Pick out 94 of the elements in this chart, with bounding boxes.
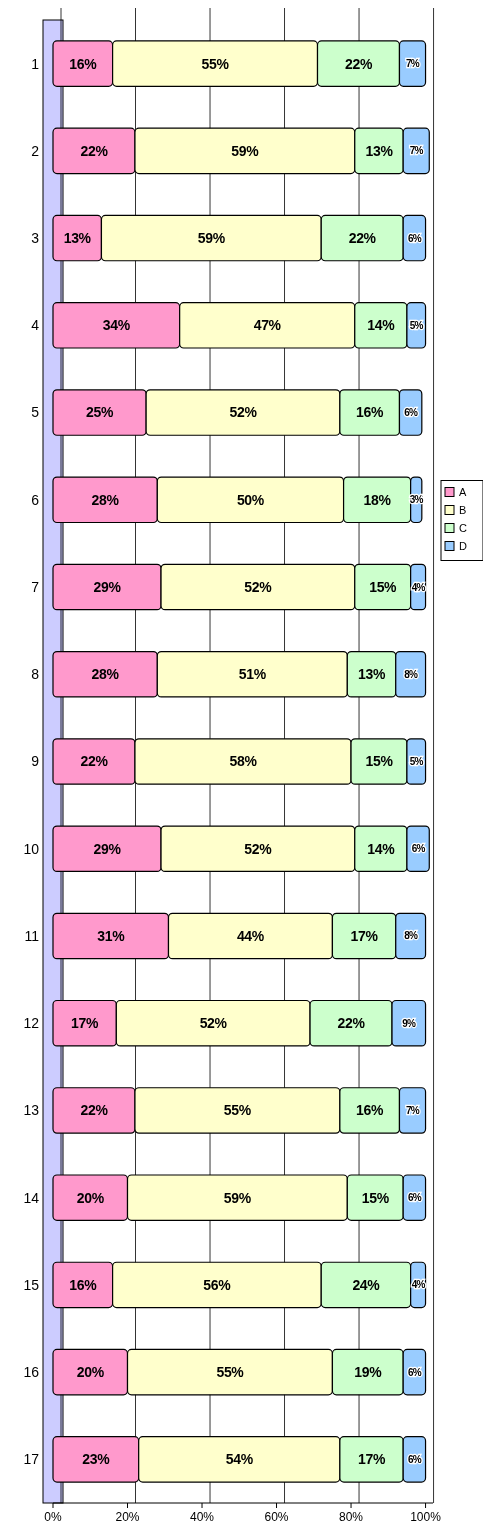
data-label: 7%: [409, 145, 424, 157]
data-label: 58%: [229, 753, 258, 770]
data-label: 55%: [216, 1364, 245, 1381]
data-label: 5%: [409, 756, 424, 767]
data-label: 16%: [69, 1276, 98, 1293]
y-tick-label: 11: [24, 927, 40, 944]
data-label: 7%: [406, 58, 420, 70]
y-tick-label: 4: [31, 317, 40, 334]
y-tick-label: 13: [23, 1102, 40, 1119]
y-tick-label: 6: [31, 491, 40, 508]
y-tick-label: 2: [31, 142, 40, 159]
data-label: 13%: [357, 666, 386, 683]
y-tick-label: 9: [31, 753, 40, 770]
data-label: 52%: [244, 578, 273, 595]
y-tick-label: 10: [23, 840, 40, 857]
y-tick-label: 8: [31, 666, 40, 683]
y-tick-label: 1: [31, 55, 40, 72]
data-label: 23%: [82, 1451, 111, 1468]
data-label: 16%: [356, 1102, 385, 1119]
data-label: 18%: [363, 491, 392, 508]
data-label: 17%: [350, 927, 379, 944]
y-tick-label: 5: [31, 404, 40, 421]
data-label: 8%: [404, 668, 418, 680]
data-label: 8%: [404, 930, 418, 942]
data-label: 29%: [93, 840, 122, 857]
data-label: 6%: [411, 843, 426, 855]
data-label: 13%: [365, 142, 394, 159]
x-tick-label: 20%: [115, 1510, 140, 1524]
legend-label: B: [459, 504, 467, 517]
data-label: 22%: [80, 753, 109, 770]
data-label: 52%: [244, 840, 273, 857]
data-label: 22%: [348, 229, 377, 246]
data-label: 6%: [407, 1192, 422, 1204]
data-label: 24%: [352, 1276, 381, 1293]
y-tick-label: 12: [23, 1015, 40, 1032]
data-label: 16%: [69, 55, 98, 72]
data-label: 22%: [80, 1102, 109, 1119]
legend-label: D: [459, 540, 467, 553]
data-label: 44%: [236, 927, 265, 944]
y-tick-label: 7: [31, 578, 40, 595]
data-label: 47%: [253, 317, 282, 334]
data-label: 54%: [225, 1451, 254, 1468]
data-label: 56%: [203, 1276, 232, 1293]
data-label: 22%: [80, 142, 109, 159]
data-label: 15%: [365, 753, 394, 770]
data-label: 17%: [357, 1451, 386, 1468]
data-label: 6%: [407, 1366, 422, 1378]
x-tick-label: 100%: [410, 1510, 442, 1524]
y-tick-label: 17: [23, 1451, 40, 1468]
data-label: 20%: [76, 1364, 105, 1381]
data-label: 15%: [369, 578, 398, 595]
data-label: 6%: [407, 232, 422, 244]
y-tick-label: 14: [23, 1189, 40, 1206]
data-label: 19%: [354, 1364, 383, 1381]
data-label: 55%: [201, 55, 230, 72]
data-label: 34%: [102, 317, 131, 334]
legend-label: A: [459, 486, 467, 499]
data-label: 59%: [197, 229, 226, 246]
x-tick-label: 0%: [44, 1510, 62, 1524]
data-label: 4%: [411, 581, 426, 593]
data-label: 13%: [63, 229, 92, 246]
x-tick-label: 60%: [264, 1510, 289, 1524]
data-label: 14%: [367, 840, 396, 857]
data-label: 52%: [199, 1015, 228, 1032]
data-label: 22%: [344, 55, 373, 72]
data-label: 20%: [76, 1189, 105, 1206]
data-label: 28%: [91, 491, 120, 508]
data-label: 4%: [411, 1279, 426, 1291]
data-label: 51%: [238, 666, 267, 683]
data-label: 52%: [229, 404, 258, 421]
data-label: 22%: [337, 1015, 366, 1032]
y-tick-label: 15: [23, 1276, 40, 1293]
data-label: 16%: [356, 404, 385, 421]
data-label: 50%: [236, 491, 265, 508]
data-label: 6%: [407, 1453, 422, 1465]
y-tick-label: 16: [23, 1364, 40, 1381]
y-tick-label: 3: [31, 229, 40, 246]
data-label: 14%: [367, 317, 396, 334]
x-tick-label: 80%: [339, 1510, 364, 1524]
data-label: 6%: [404, 407, 418, 419]
data-label: 17%: [71, 1015, 100, 1032]
data-label: 31%: [97, 927, 126, 944]
data-label: 5%: [409, 319, 424, 331]
data-label: 55%: [223, 1102, 252, 1119]
data-label: 25%: [86, 404, 114, 421]
data-label: 9%: [402, 1017, 417, 1029]
data-label: 59%: [223, 1189, 252, 1206]
x-tick-label: 40%: [190, 1510, 215, 1524]
data-label: 28%: [91, 666, 120, 683]
data-label: 7%: [406, 1104, 420, 1116]
legend-label: C: [459, 522, 467, 535]
data-label: 59%: [231, 142, 260, 159]
data-label: 15%: [361, 1189, 390, 1206]
data-label: 29%: [93, 578, 122, 595]
